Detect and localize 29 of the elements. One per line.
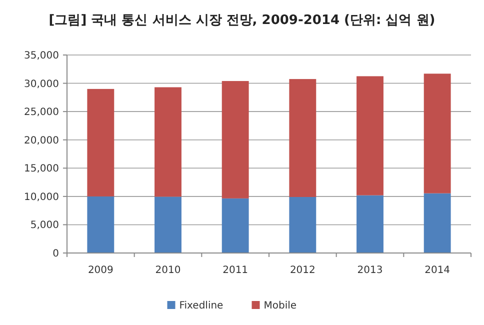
- x-tick-label: 2010: [155, 265, 181, 276]
- bar: [87, 88, 114, 196]
- bar: [154, 196, 182, 253]
- x-tick-label: 2014: [424, 265, 450, 276]
- bar: [289, 79, 316, 197]
- y-tick-label: 30,000: [24, 78, 59, 90]
- bar: [424, 74, 451, 194]
- y-tick-label: 5,000: [30, 220, 59, 232]
- bar: [87, 196, 114, 253]
- x-tick-label: 2011: [222, 265, 248, 276]
- x-tick-label: 2012: [290, 265, 316, 276]
- x-tick-label: 2009: [88, 265, 114, 276]
- bar: [424, 193, 451, 253]
- bar: [222, 81, 249, 198]
- legend-label: Mobile: [264, 300, 297, 312]
- y-tick-label: 25,000: [24, 107, 59, 118]
- y-tick-label: 15,000: [24, 164, 59, 175]
- y-tick-label: 35,000: [24, 50, 59, 62]
- bar: [356, 76, 384, 196]
- bar: [222, 198, 249, 253]
- bar: [289, 196, 316, 253]
- y-tick-label: 0: [52, 248, 59, 260]
- legend-label: Fixedline: [179, 300, 224, 312]
- bar: [154, 87, 182, 197]
- chart-title: [그림] 국내 통신 서비스 시장 전망, 2009-2014 (단위: 십억 원): [48, 13, 436, 28]
- y-tick-label: 20,000: [24, 135, 59, 146]
- y-tick-label: 10,000: [24, 192, 59, 203]
- x-tick-label: 2013: [357, 265, 383, 276]
- bar: [356, 195, 384, 253]
